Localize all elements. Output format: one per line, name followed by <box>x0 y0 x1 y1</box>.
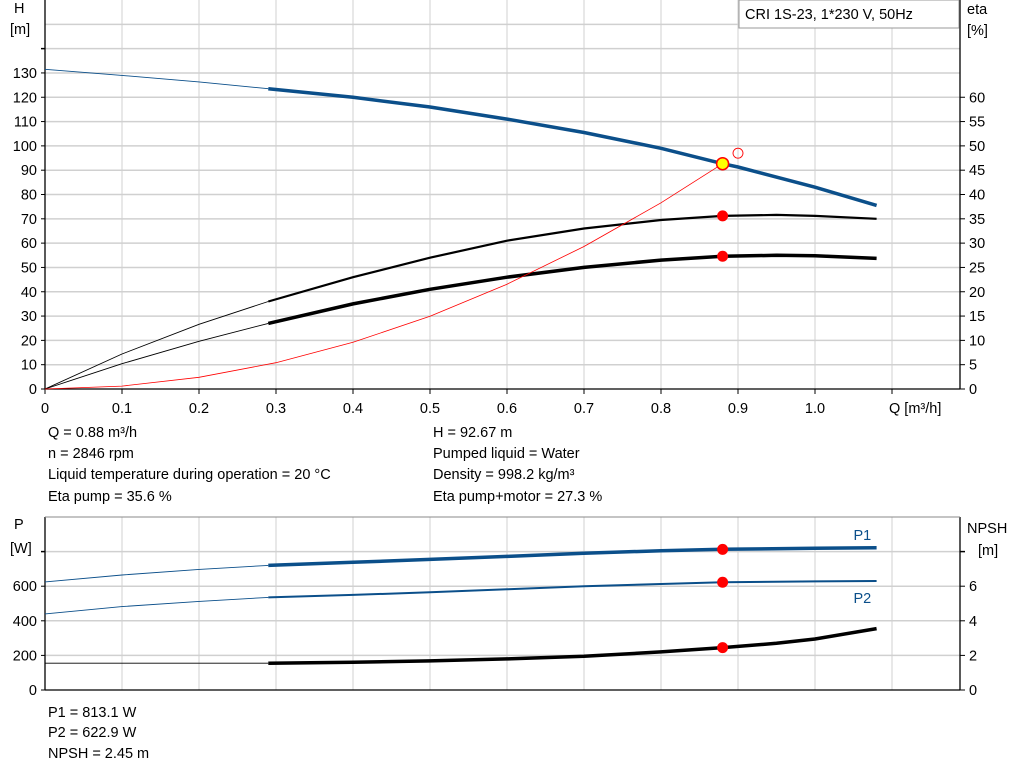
x-tick-label: 0.9 <box>728 401 748 417</box>
info-p2: P2 = 622.9 W <box>48 725 137 741</box>
info-eta-pump-motor: Eta pump+motor = 27.3 % <box>433 489 603 505</box>
series-label-P1: P1 <box>854 528 872 544</box>
series-eta-pump-motor-extrapolated <box>44 322 269 390</box>
y-right-tick-label: 45 <box>969 163 985 179</box>
y-right-tick-label: 5 <box>969 358 977 374</box>
y-left-tick-label: 100 <box>13 139 37 155</box>
y-left-axis-unit: [m] <box>10 22 30 38</box>
info-p1: P1 = 813.1 W <box>48 705 137 721</box>
series-P2-extrapolated <box>44 596 269 615</box>
y-left-tick-label: 60 <box>21 236 37 252</box>
info-pumped-liquid: Pumped liquid = Water <box>433 446 580 462</box>
y-right-axis-label: NPSH <box>967 521 1007 537</box>
x-tick-label: 0 <box>41 401 49 417</box>
series-system-curve <box>44 163 723 390</box>
y-right-tick-label: 20 <box>969 285 985 301</box>
x-axis-label: Q [m³/h] <box>889 401 941 417</box>
x-tick-label: 0.3 <box>266 401 286 417</box>
y-left-tick-label: 40 <box>21 285 37 301</box>
y-left-tick-label: 130 <box>13 66 37 82</box>
y-right-axis-unit: [m] <box>978 543 998 559</box>
y-right-tick-label: 35 <box>969 212 985 228</box>
y-left-tick-label: 0 <box>29 382 37 398</box>
y-left-tick-label: 120 <box>13 90 37 106</box>
y-right-tick-label: 50 <box>969 139 985 155</box>
y-left-tick-label: 400 <box>13 614 37 630</box>
chart-title: CRI 1S-23, 1*230 V, 50Hz <box>745 7 913 23</box>
x-tick-label: 1.0 <box>805 401 825 417</box>
y-left-tick-label: 80 <box>21 188 37 204</box>
eta-pump-motor-point <box>717 250 729 262</box>
series-P2 <box>268 580 877 599</box>
NPSH-point <box>717 642 729 654</box>
y-left-tick-label: 110 <box>14 115 37 131</box>
x-tick-label: 0.4 <box>343 401 363 417</box>
x-tick-label: 0.5 <box>420 401 440 417</box>
x-tick-label: 0.6 <box>497 401 517 417</box>
y-right-tick-label: 25 <box>969 260 985 276</box>
y-right-tick-label: 6 <box>969 579 977 595</box>
info-npsh: NPSH = 2.45 m <box>48 746 150 762</box>
x-tick-label: 0.1 <box>112 401 132 417</box>
y-left-tick-label: 10 <box>21 358 37 374</box>
y-right-axis-label: eta <box>967 2 988 18</box>
requested-point <box>732 147 744 159</box>
info-speed: n = 2846 rpm <box>48 446 134 462</box>
P2-point <box>717 576 729 588</box>
y-right-tick-label: 10 <box>969 333 985 349</box>
series-P1 <box>268 546 877 568</box>
title-box <box>738 0 960 29</box>
y-right-tick-label: 4 <box>969 614 977 630</box>
series-eta-pump <box>267 213 877 303</box>
y-right-tick-label: 15 <box>969 309 985 325</box>
y-right-tick-label: 60 <box>969 90 985 106</box>
y-right-tick-label: 2 <box>969 648 977 664</box>
y-left-tick-label: 0 <box>29 683 37 699</box>
y-left-tick-label: 30 <box>21 309 37 325</box>
y-right-tick-label: 0 <box>969 382 977 398</box>
eta-pump-point <box>717 210 729 222</box>
y-right-axis-unit: [%] <box>967 23 988 39</box>
series-eta-pump-motor <box>267 253 877 326</box>
series-head <box>268 86 878 208</box>
y-right-tick-label: 55 <box>969 115 985 131</box>
info-density: Density = 998.2 kg/m³ <box>433 467 575 483</box>
info-flow: Q = 0.88 m³/h <box>48 425 138 441</box>
y-left-tick-label: 50 <box>21 260 37 276</box>
series-NPSH <box>268 626 877 665</box>
y-left-axis-unit: [W] <box>10 541 32 557</box>
info-eta-pump: Eta pump = 35.6 % <box>48 489 172 505</box>
y-left-tick-label: 600 <box>13 579 37 595</box>
series-eta-pump-extrapolated <box>44 301 269 390</box>
info-head: H = 92.67 m <box>433 425 513 441</box>
y-left-axis-label: H <box>14 1 24 17</box>
x-tick-label: 0.8 <box>651 401 671 417</box>
y-left-tick-label: 70 <box>21 212 37 228</box>
y-right-tick-label: 30 <box>969 236 985 252</box>
series-label-P2: P2 <box>854 591 872 607</box>
y-left-tick-label: 200 <box>13 648 37 664</box>
P1-point <box>717 543 729 555</box>
x-tick-label: 0.2 <box>189 401 209 417</box>
y-right-tick-label: 0 <box>969 683 977 699</box>
y-left-tick-label: 90 <box>21 163 37 179</box>
info-liquid-temp: Liquid temperature during operation = 20… <box>48 467 331 483</box>
y-left-tick-label: 20 <box>21 333 37 349</box>
y-left-axis-label: P <box>14 517 24 533</box>
series-P1-extrapolated <box>44 564 269 583</box>
duty-point <box>715 156 730 171</box>
x-tick-label: 0.7 <box>574 401 594 417</box>
series-head-extrapolated <box>44 68 269 90</box>
y-right-tick-label: 40 <box>969 188 985 204</box>
